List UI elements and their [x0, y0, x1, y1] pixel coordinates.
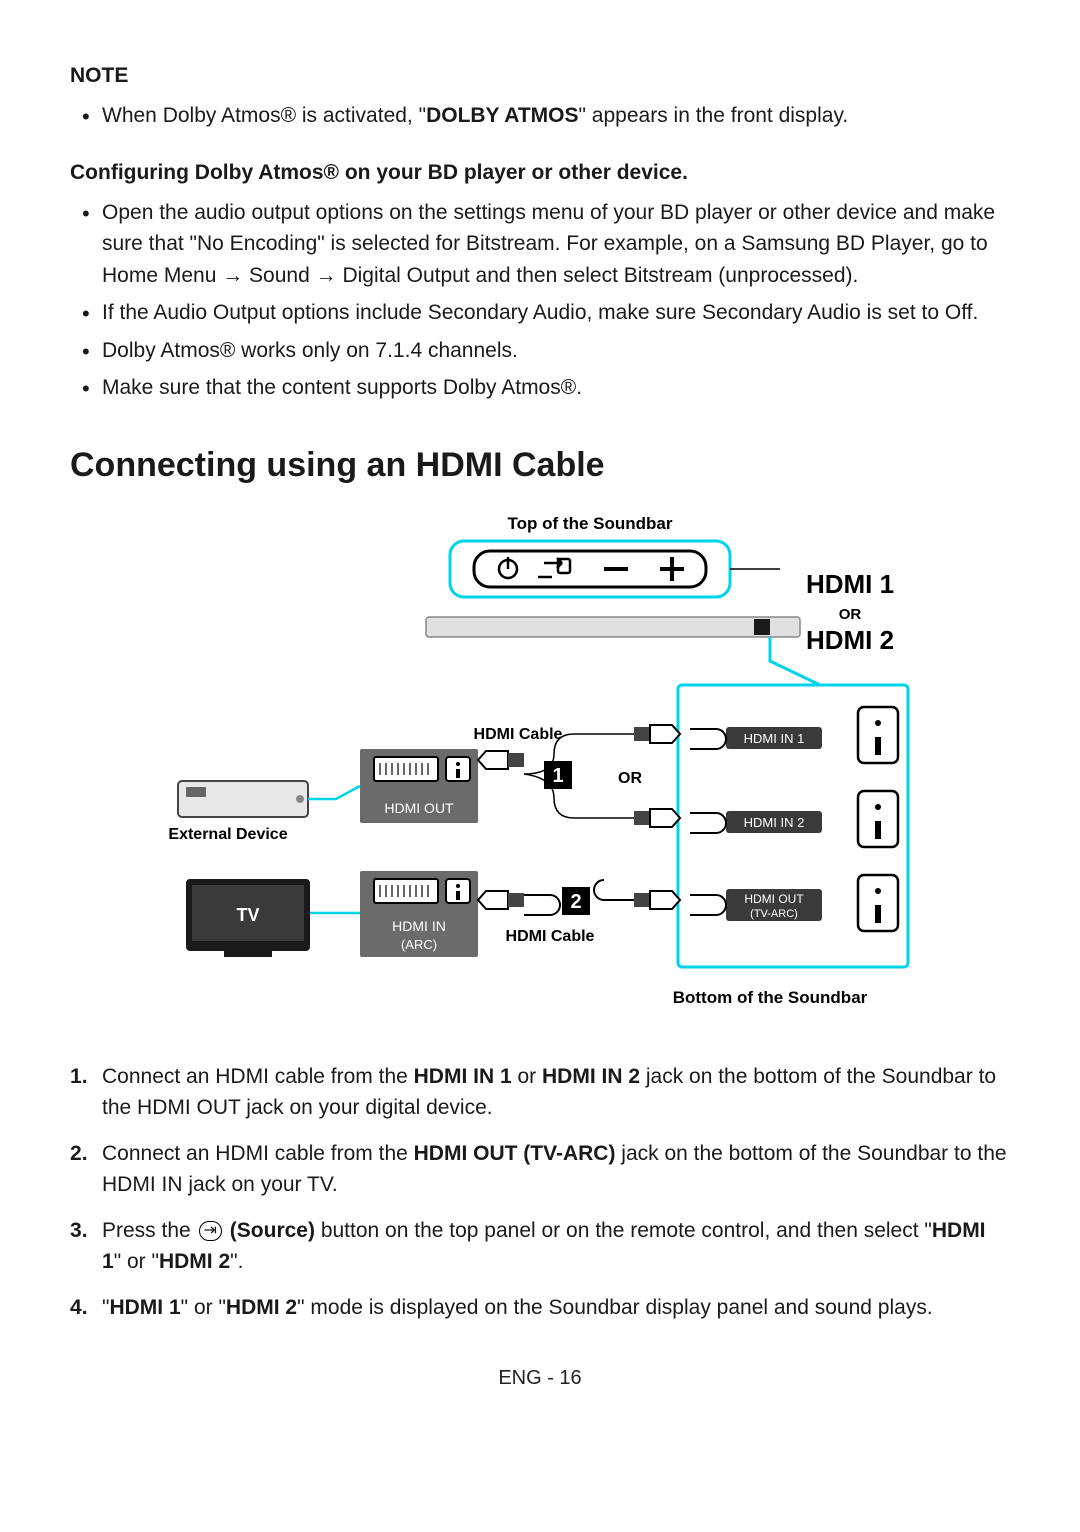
- steps-list: Connect an HDMI cable from the HDMI IN 1…: [70, 1061, 1010, 1324]
- step-marker-2-text: 2: [570, 891, 581, 913]
- hdmi-plug-in2: [634, 809, 726, 833]
- step-marker-1-text: 1: [552, 765, 563, 787]
- port-label-out-l2: (TV-ARC): [750, 908, 798, 920]
- soundbar-ir: [754, 619, 770, 635]
- external-device-label: External Device: [168, 826, 287, 843]
- soundbar-body: [426, 617, 800, 637]
- diagram-hdmi2: HDMI 2: [806, 625, 894, 655]
- hdmi-plug-2-right: [594, 875, 726, 915]
- diagram-or-mid: OR: [618, 770, 642, 787]
- hdmi-in-arc-text2: (ARC): [401, 937, 437, 952]
- tv-label: TV: [236, 905, 259, 925]
- note-bullet: When Dolby Atmos® is activated, "DOLBY A…: [102, 100, 1010, 132]
- diagram-or-small: OR: [839, 606, 862, 623]
- step-item: "HDMI 1" or "HDMI 2" mode is displayed o…: [102, 1292, 1010, 1324]
- bold-text: HDMI 2: [226, 1296, 297, 1319]
- config-bullet: Open the audio output options on the set…: [102, 197, 1010, 292]
- config-bullet: If the Audio Output options include Seco…: [102, 297, 1010, 329]
- port-socket-in2: [858, 791, 898, 847]
- step-item: Connect an HDMI cable from the HDMI IN 1…: [102, 1061, 1010, 1124]
- external-device: [178, 781, 308, 817]
- step-item: Connect an HDMI cable from the HDMI OUT …: [102, 1138, 1010, 1201]
- hdmi-out-text: HDMI OUT: [384, 800, 454, 816]
- port-label-in2: HDMI IN 2: [744, 815, 805, 830]
- diagram-bottom-label: Bottom of the Soundbar: [673, 988, 868, 1007]
- bold-text: HDMI 2: [159, 1250, 230, 1273]
- hdmi-plug-2-left: [478, 891, 560, 915]
- bold-text: HDMI IN 2: [542, 1065, 640, 1088]
- port-label-out-l1: HDMI OUT: [744, 892, 804, 906]
- config-bullet: Dolby Atmos® works only on 7.1.4 channel…: [102, 335, 1010, 367]
- config-bullet: Make sure that the content supports Dolb…: [102, 372, 1010, 404]
- hdmi-diagram-svg: Top of the Soundbar HDMI 1 OR HDMI 2: [130, 511, 950, 1031]
- source-icon: ⇥: [199, 1221, 222, 1241]
- port-socket-out: [858, 875, 898, 931]
- port-label-in1: HDMI IN 1: [744, 731, 805, 746]
- section-title: Connecting using an HDMI Cable: [70, 440, 1010, 491]
- hdmi-in-arc-text1: HDMI IN: [392, 918, 446, 934]
- step-item: Press the ⇥ (Source) button on the top p…: [102, 1215, 1010, 1278]
- hdmi-plug-in1: [634, 725, 726, 749]
- note-text-post: " appears in the front display.: [579, 104, 849, 127]
- note-text-bold: DOLBY ATMOS: [426, 104, 578, 127]
- bold-text: HDMI IN 1: [414, 1065, 512, 1088]
- ext-device-leader: [308, 786, 360, 799]
- hdmi-cable-2-label: HDMI Cable: [506, 928, 595, 945]
- note-heading: NOTE: [70, 60, 1010, 92]
- hdmi-diagram: Top of the Soundbar HDMI 1 OR HDMI 2: [70, 511, 1010, 1031]
- bold-text: HDMI OUT (TV-ARC): [414, 1142, 616, 1165]
- page-footer: ENG - 16: [70, 1363, 1010, 1393]
- note-bullet-list: When Dolby Atmos® is activated, "DOLBY A…: [70, 100, 1010, 132]
- config-heading: Configuring Dolby Atmos® on your BD play…: [70, 157, 1010, 189]
- port-socket-in1: [858, 707, 898, 763]
- bold-text: (Source): [230, 1219, 315, 1242]
- hdmi-plug-1-left: [478, 751, 524, 769]
- note-text-pre: When Dolby Atmos® is activated, ": [102, 104, 426, 127]
- hdmi-cable-1-label: HDMI Cable: [474, 726, 563, 743]
- diagram-top-label: Top of the Soundbar: [508, 514, 673, 533]
- bold-text: HDMI 1: [109, 1296, 180, 1319]
- config-bullet-list: Open the audio output options on the set…: [70, 197, 1010, 404]
- diagram-hdmi1: HDMI 1: [806, 569, 894, 599]
